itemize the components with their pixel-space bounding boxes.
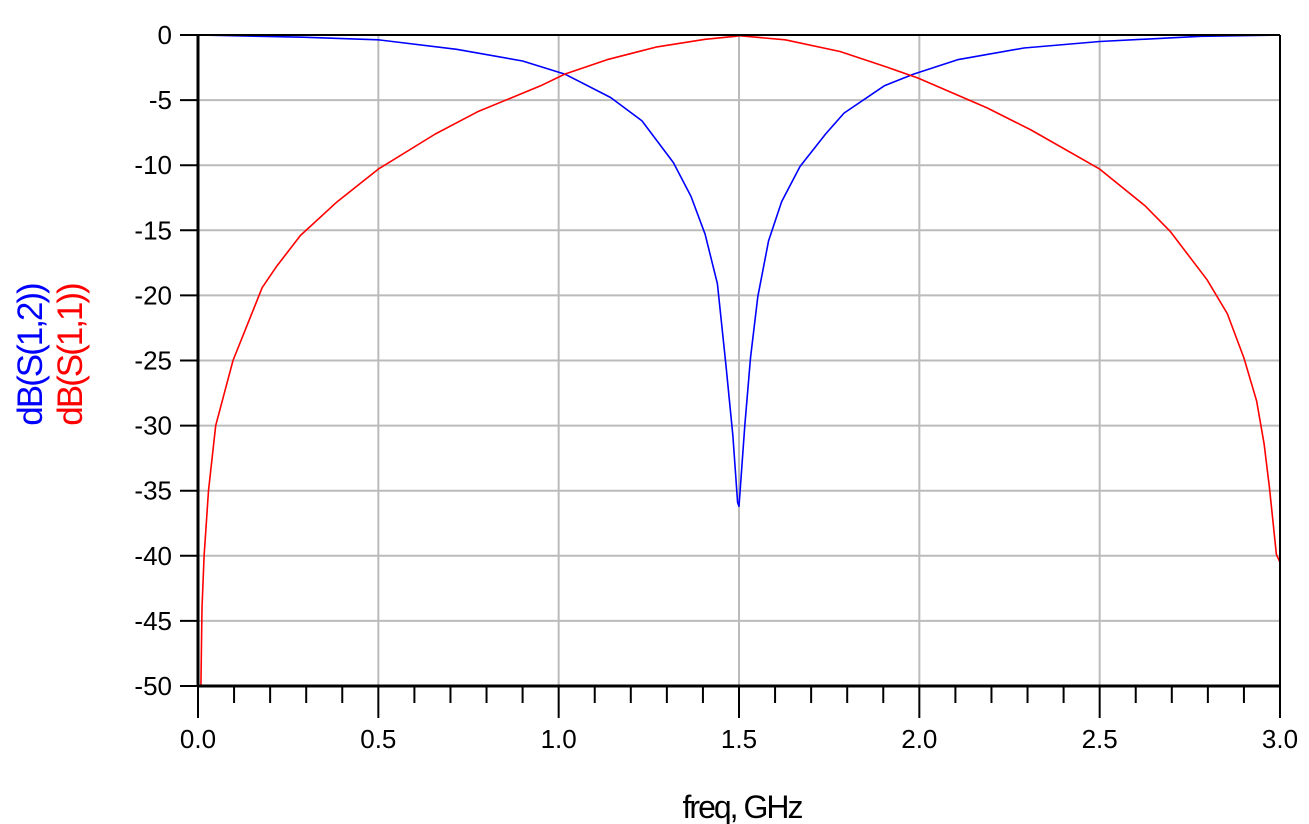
y-tick-label: 0	[158, 20, 172, 50]
y-tick-label: -5	[149, 85, 172, 115]
x-tick-label: 0.5	[360, 724, 396, 754]
series-group	[197, 34, 1281, 687]
series-line-s11	[200, 34, 1281, 687]
y-tick-label: -10	[134, 150, 172, 180]
y-axis-title-s11: dB(S(1,1))	[51, 284, 90, 426]
axes	[180, 34, 1281, 718]
y-tick-label: -45	[134, 606, 172, 636]
y-tick-label: -50	[134, 671, 172, 701]
y-tick-label: -15	[134, 215, 172, 245]
x-tick-label: 2.5	[1082, 724, 1118, 754]
y-tick-label: -25	[134, 346, 172, 376]
y-tick-label: -20	[134, 280, 172, 310]
y-tick-label: -35	[134, 476, 172, 506]
x-tick-label: 3.0	[1262, 724, 1298, 754]
x-tick-label: 0.0	[180, 724, 216, 754]
x-tick-label: 1.5	[721, 724, 757, 754]
x-tick-label: 2.0	[901, 724, 937, 754]
x-tick-label: 1.0	[541, 724, 577, 754]
tick-labels: 0.0 0.5 1.0 1.5 2.0 2.5 3.0 0 -5 -10 -15 -20 -25 -30 -…	[134, 20, 1298, 754]
y-tick-label: -30	[134, 411, 172, 441]
y-tick-label: -40	[134, 541, 172, 571]
y-axis-title-s12: dB(S(1,2))	[11, 284, 50, 426]
x-axis-title: freq, GHz	[683, 789, 803, 824]
grid	[197, 34, 1281, 687]
